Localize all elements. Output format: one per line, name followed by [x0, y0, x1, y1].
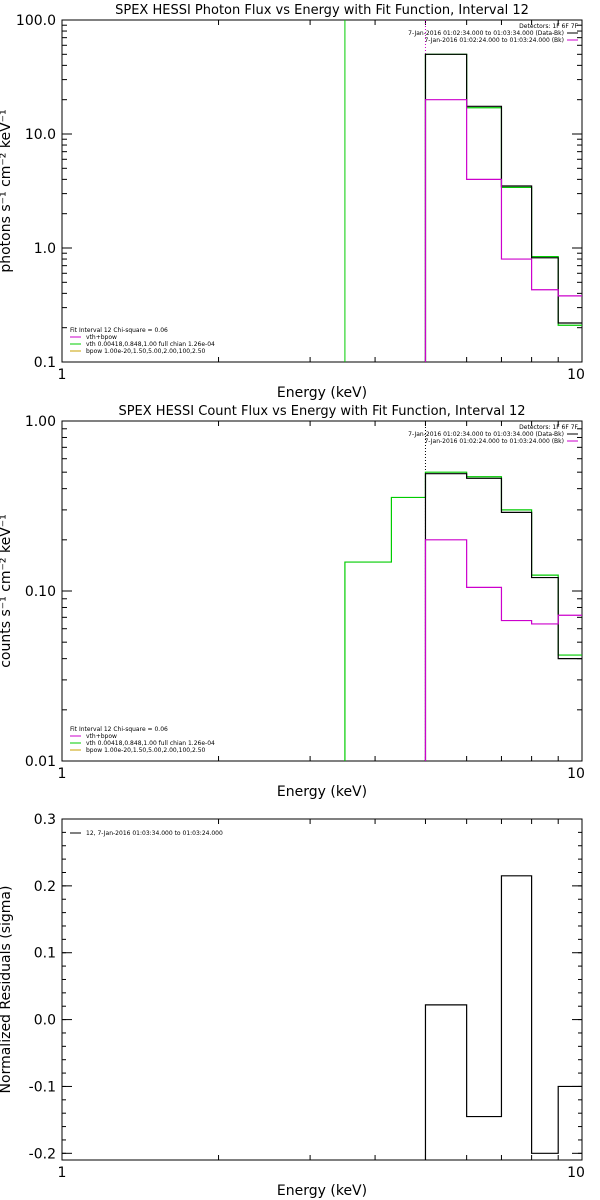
y-tick-label: 0.10	[25, 584, 56, 600]
legend-left-entry: vth 0.00418,0.848,1.00 full chian 1.26e-…	[86, 341, 215, 348]
legend-fit-header: Fit Interval 12 Chi-square = 0.06	[70, 327, 168, 334]
y-tick-label: 0.3	[34, 812, 56, 828]
series-3-step-line	[424, 99, 582, 362]
legend-detectors: Detectors: 1F 6F 7F	[519, 424, 578, 431]
legend-right-entry: 7-Jan-2016 01:02:34.000 to 01:03:34.000 …	[408, 30, 564, 37]
legend-right-entry: 7-Jan-2016 01:02:24.000 to 01:03:24.000 …	[424, 37, 564, 44]
legend-fit-header: Fit Interval 12 Chi-square = 0.06	[70, 726, 168, 733]
legend-left-entry: bpow 1.00e-20,1.50,5.00,2.00,100,2.50	[86, 348, 206, 355]
plot-frame	[61, 19, 583, 363]
data-layer	[344, 421, 582, 761]
data-layer	[424, 875, 582, 1160]
y-tick-label: -0.2	[29, 1146, 56, 1162]
series-2-step-line	[424, 473, 582, 761]
series-1-step-line	[424, 875, 582, 1160]
plot-frame	[61, 420, 583, 762]
y-axis-label: photons s⁻¹ cm⁻² keV⁻¹	[0, 109, 14, 272]
y-axis-label: Normalized Residuals (sigma)	[0, 886, 14, 1094]
panel-1: SPEX HESSI Photon Flux vs Energy with Fi…	[0, 3, 585, 401]
x-tick-label: 10	[567, 766, 585, 782]
x-axis-label: Energy (keV)	[277, 784, 367, 800]
chart-title: SPEX HESSI Photon Flux vs Energy with Fi…	[115, 3, 529, 18]
legend-right-entry: 7-Jan-2016 01:02:34.000 to 01:03:34.000 …	[408, 431, 564, 438]
y-tick-label: 1.00	[25, 414, 56, 430]
x-tick-label: 10	[567, 367, 585, 383]
y-tick-label: 1.0	[34, 241, 56, 257]
series-3-step-line	[424, 539, 582, 761]
legend-detectors: Detectors: 1F 6F 7F	[519, 23, 578, 30]
panel-3: 1 10 0.3 0.2 0.1 0.0 -0.1 -0.2 Energy (keV) Norma…	[0, 812, 585, 1199]
legend-left-entry: 12, 7-Jan-2016 01:03:34.000 to 01:03:24.…	[86, 830, 223, 837]
series-1-step-line	[344, 471, 582, 761]
y-tick-label: 0.0	[34, 1013, 56, 1029]
y-tick-label: 0.1	[34, 946, 56, 962]
x-axis-label: Energy (keV)	[277, 385, 367, 401]
y-tick-label: 0.01	[25, 754, 56, 770]
y-tick-label: 0.1	[34, 355, 56, 371]
legend-left-entry: vth 0.00418,0.848,1.00 full chian 1.26e-…	[86, 740, 215, 747]
data-layer	[344, 20, 582, 362]
panel-2: SPEX HESSI Count Flux vs Energy with Fit…	[0, 404, 585, 800]
y-tick-label: 100.0	[16, 13, 56, 29]
x-tick-label: 1	[58, 367, 67, 383]
legend-left-entry: vth+bpow	[86, 334, 117, 341]
y-tick-label: 10.0	[25, 127, 56, 143]
legend-left-entry: vth+bpow	[86, 733, 117, 740]
legend-right-entry: 7-Jan-2016 01:02:24.000 to 01:03:24.000 …	[424, 438, 564, 445]
plot-frame	[61, 818, 583, 1161]
y-axis-label: counts s⁻¹ cm⁻² keV⁻¹	[0, 514, 14, 668]
series-2-step-line	[424, 53, 582, 362]
chart-title: SPEX HESSI Count Flux vs Energy with Fit…	[118, 404, 525, 419]
y-tick-label: -0.1	[29, 1079, 56, 1095]
x-tick-label: 1	[58, 1165, 67, 1181]
x-tick-label: 10	[567, 1165, 585, 1181]
x-axis-label: Energy (keV)	[277, 1183, 367, 1199]
y-tick-label: 0.2	[34, 879, 56, 895]
x-tick-label: 1	[58, 766, 67, 782]
legend-left-entry: bpow 1.00e-20,1.50,5.00,2.00,100,2.50	[86, 747, 206, 754]
